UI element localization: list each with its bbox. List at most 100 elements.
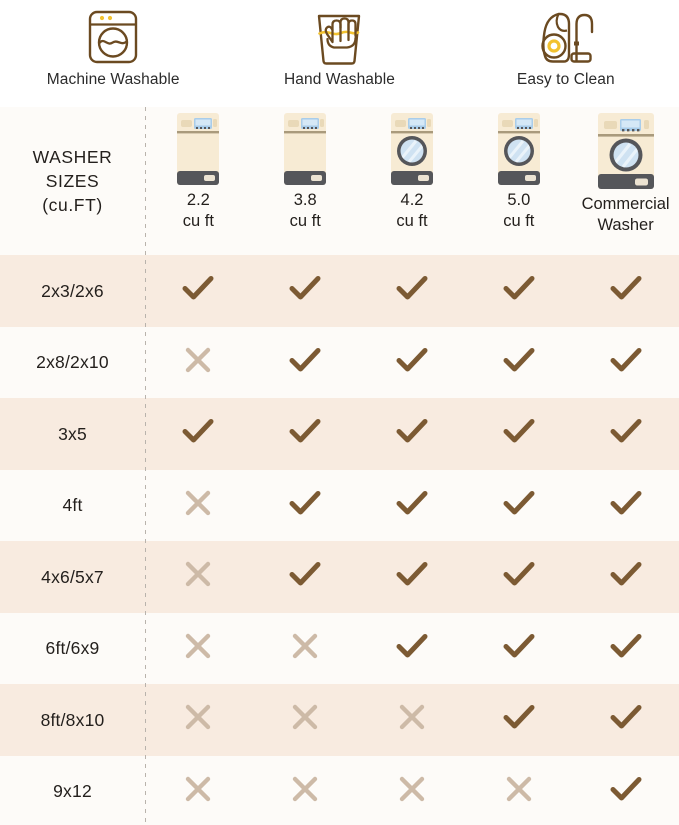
row-label-text: 2x8/2x10: [36, 352, 109, 373]
feature-machine-washable: Machine Washable: [0, 0, 226, 107]
check-icon: [609, 273, 643, 308]
corner-label-line3: (cu.FT): [42, 195, 103, 216]
cell-washer-2-2: [145, 327, 252, 399]
corner-label-line1: WASHER: [32, 146, 113, 167]
washer-size-table: WASHER SIZES (cu.FT): [0, 107, 679, 825]
check-icon: [502, 273, 536, 308]
cross-icon: [183, 559, 213, 594]
washing-machine-icon: [85, 6, 141, 68]
table-row: 2x3/2x6: [0, 255, 679, 327]
column-header-washer-commercial: Commercial Washer: [572, 107, 679, 255]
cross-icon: [183, 488, 213, 523]
check-icon: [181, 416, 215, 451]
row-label-text: 9x12: [53, 781, 92, 802]
row-cells: [145, 756, 679, 825]
check-icon: [395, 631, 429, 666]
table-corner-label: WASHER SIZES (cu.FT): [0, 145, 145, 217]
column-divider-dashed: [145, 107, 146, 825]
cell-washer-2-2: [145, 756, 252, 825]
cross-icon: [290, 774, 320, 809]
table-body: 2x3/2x6 2x8/2x10 3x5 4ft 4x6/5x7 6ft/6x9 8ft/8…: [0, 255, 679, 825]
cell-washer-3-8: [252, 327, 359, 399]
cell-washer-3-8: [252, 541, 359, 613]
cell-washer-commercial: [572, 613, 679, 685]
cross-icon: [183, 345, 213, 380]
cell-washer-4-2: [359, 756, 466, 825]
cell-washer-commercial: [572, 470, 679, 542]
cell-washer-5-0: [465, 255, 572, 327]
table-row: 6ft/6x9: [0, 612, 679, 685]
cell-washer-3-8: [252, 470, 359, 542]
cell-washer-commercial: [572, 327, 679, 399]
row-label: 9x12: [0, 780, 145, 802]
row-label-text: 6ft/6x9: [45, 638, 100, 659]
cell-washer-4-2: [359, 470, 466, 542]
cell-washer-5-0: [465, 613, 572, 685]
row-label: 6ft/6x9: [0, 637, 145, 659]
check-icon: [609, 488, 643, 523]
cell-washer-3-8: [252, 756, 359, 825]
row-label-text: 8ft/8x10: [40, 709, 105, 730]
column-header-caption: 5.0 cu ft: [503, 191, 535, 230]
cell-washer-4-2: [359, 613, 466, 685]
check-icon: [502, 488, 536, 523]
cell-washer-3-8: [252, 255, 359, 327]
cell-washer-4-2: [359, 398, 466, 470]
check-icon: [395, 273, 429, 308]
column-header-washer-2-2: 2.2 cu ft: [145, 107, 252, 255]
check-icon: [395, 416, 429, 451]
check-icon: [395, 488, 429, 523]
cross-icon: [504, 774, 534, 809]
row-cells: [145, 684, 679, 756]
washer-top-loader-icon: [283, 112, 327, 186]
column-header-washer-5-0: 5.0 cu ft: [465, 107, 572, 255]
cross-icon: [183, 774, 213, 809]
cell-washer-5-0: [465, 398, 572, 470]
table-header-row: WASHER SIZES (cu.FT): [0, 107, 679, 255]
cell-washer-2-2: [145, 541, 252, 613]
cell-washer-5-0: [465, 756, 572, 825]
cell-washer-4-2: [359, 684, 466, 756]
table-row: 4ft: [0, 469, 679, 542]
check-icon: [502, 416, 536, 451]
feature-label: Hand Washable: [283, 71, 395, 88]
cell-washer-2-2: [145, 255, 252, 327]
table-row: 2x8/2x10: [0, 326, 679, 399]
cell-washer-2-2: [145, 470, 252, 542]
row-label: 8ft/8x10: [0, 709, 145, 731]
check-icon: [395, 559, 429, 594]
cell-washer-commercial: [572, 255, 679, 327]
row-cells: [145, 470, 679, 542]
cross-icon: [290, 631, 320, 666]
check-icon: [609, 631, 643, 666]
row-label: 3x5: [0, 423, 145, 445]
row-label: 2x8/2x10: [0, 351, 145, 373]
check-icon: [609, 702, 643, 737]
cross-icon: [183, 702, 213, 737]
cell-washer-3-8: [252, 398, 359, 470]
cell-washer-commercial: [572, 541, 679, 613]
row-cells: [145, 327, 679, 399]
table-row: 3x5: [0, 398, 679, 470]
check-icon: [288, 559, 322, 594]
check-icon: [502, 702, 536, 737]
cross-icon: [290, 702, 320, 737]
table-row: 9x12: [0, 755, 679, 825]
cell-washer-5-0: [465, 327, 572, 399]
check-icon: [502, 559, 536, 594]
table-row: 4x6/5x7: [0, 541, 679, 613]
column-header-washer-4-2: 4.2 cu ft: [359, 107, 466, 255]
feature-hand-washable: Hand Washable: [226, 0, 452, 107]
check-icon: [288, 345, 322, 380]
check-icon: [502, 631, 536, 666]
column-header-caption: 2.2 cu ft: [182, 191, 214, 230]
cell-washer-4-2: [359, 255, 466, 327]
check-icon: [609, 559, 643, 594]
check-icon: [609, 774, 643, 809]
row-label-text: 4x6/5x7: [41, 566, 104, 587]
row-label-text: 4ft: [62, 495, 83, 516]
cell-washer-3-8: [252, 684, 359, 756]
feature-easy-to-clean: Easy to Clean: [453, 0, 679, 107]
check-icon: [288, 416, 322, 451]
